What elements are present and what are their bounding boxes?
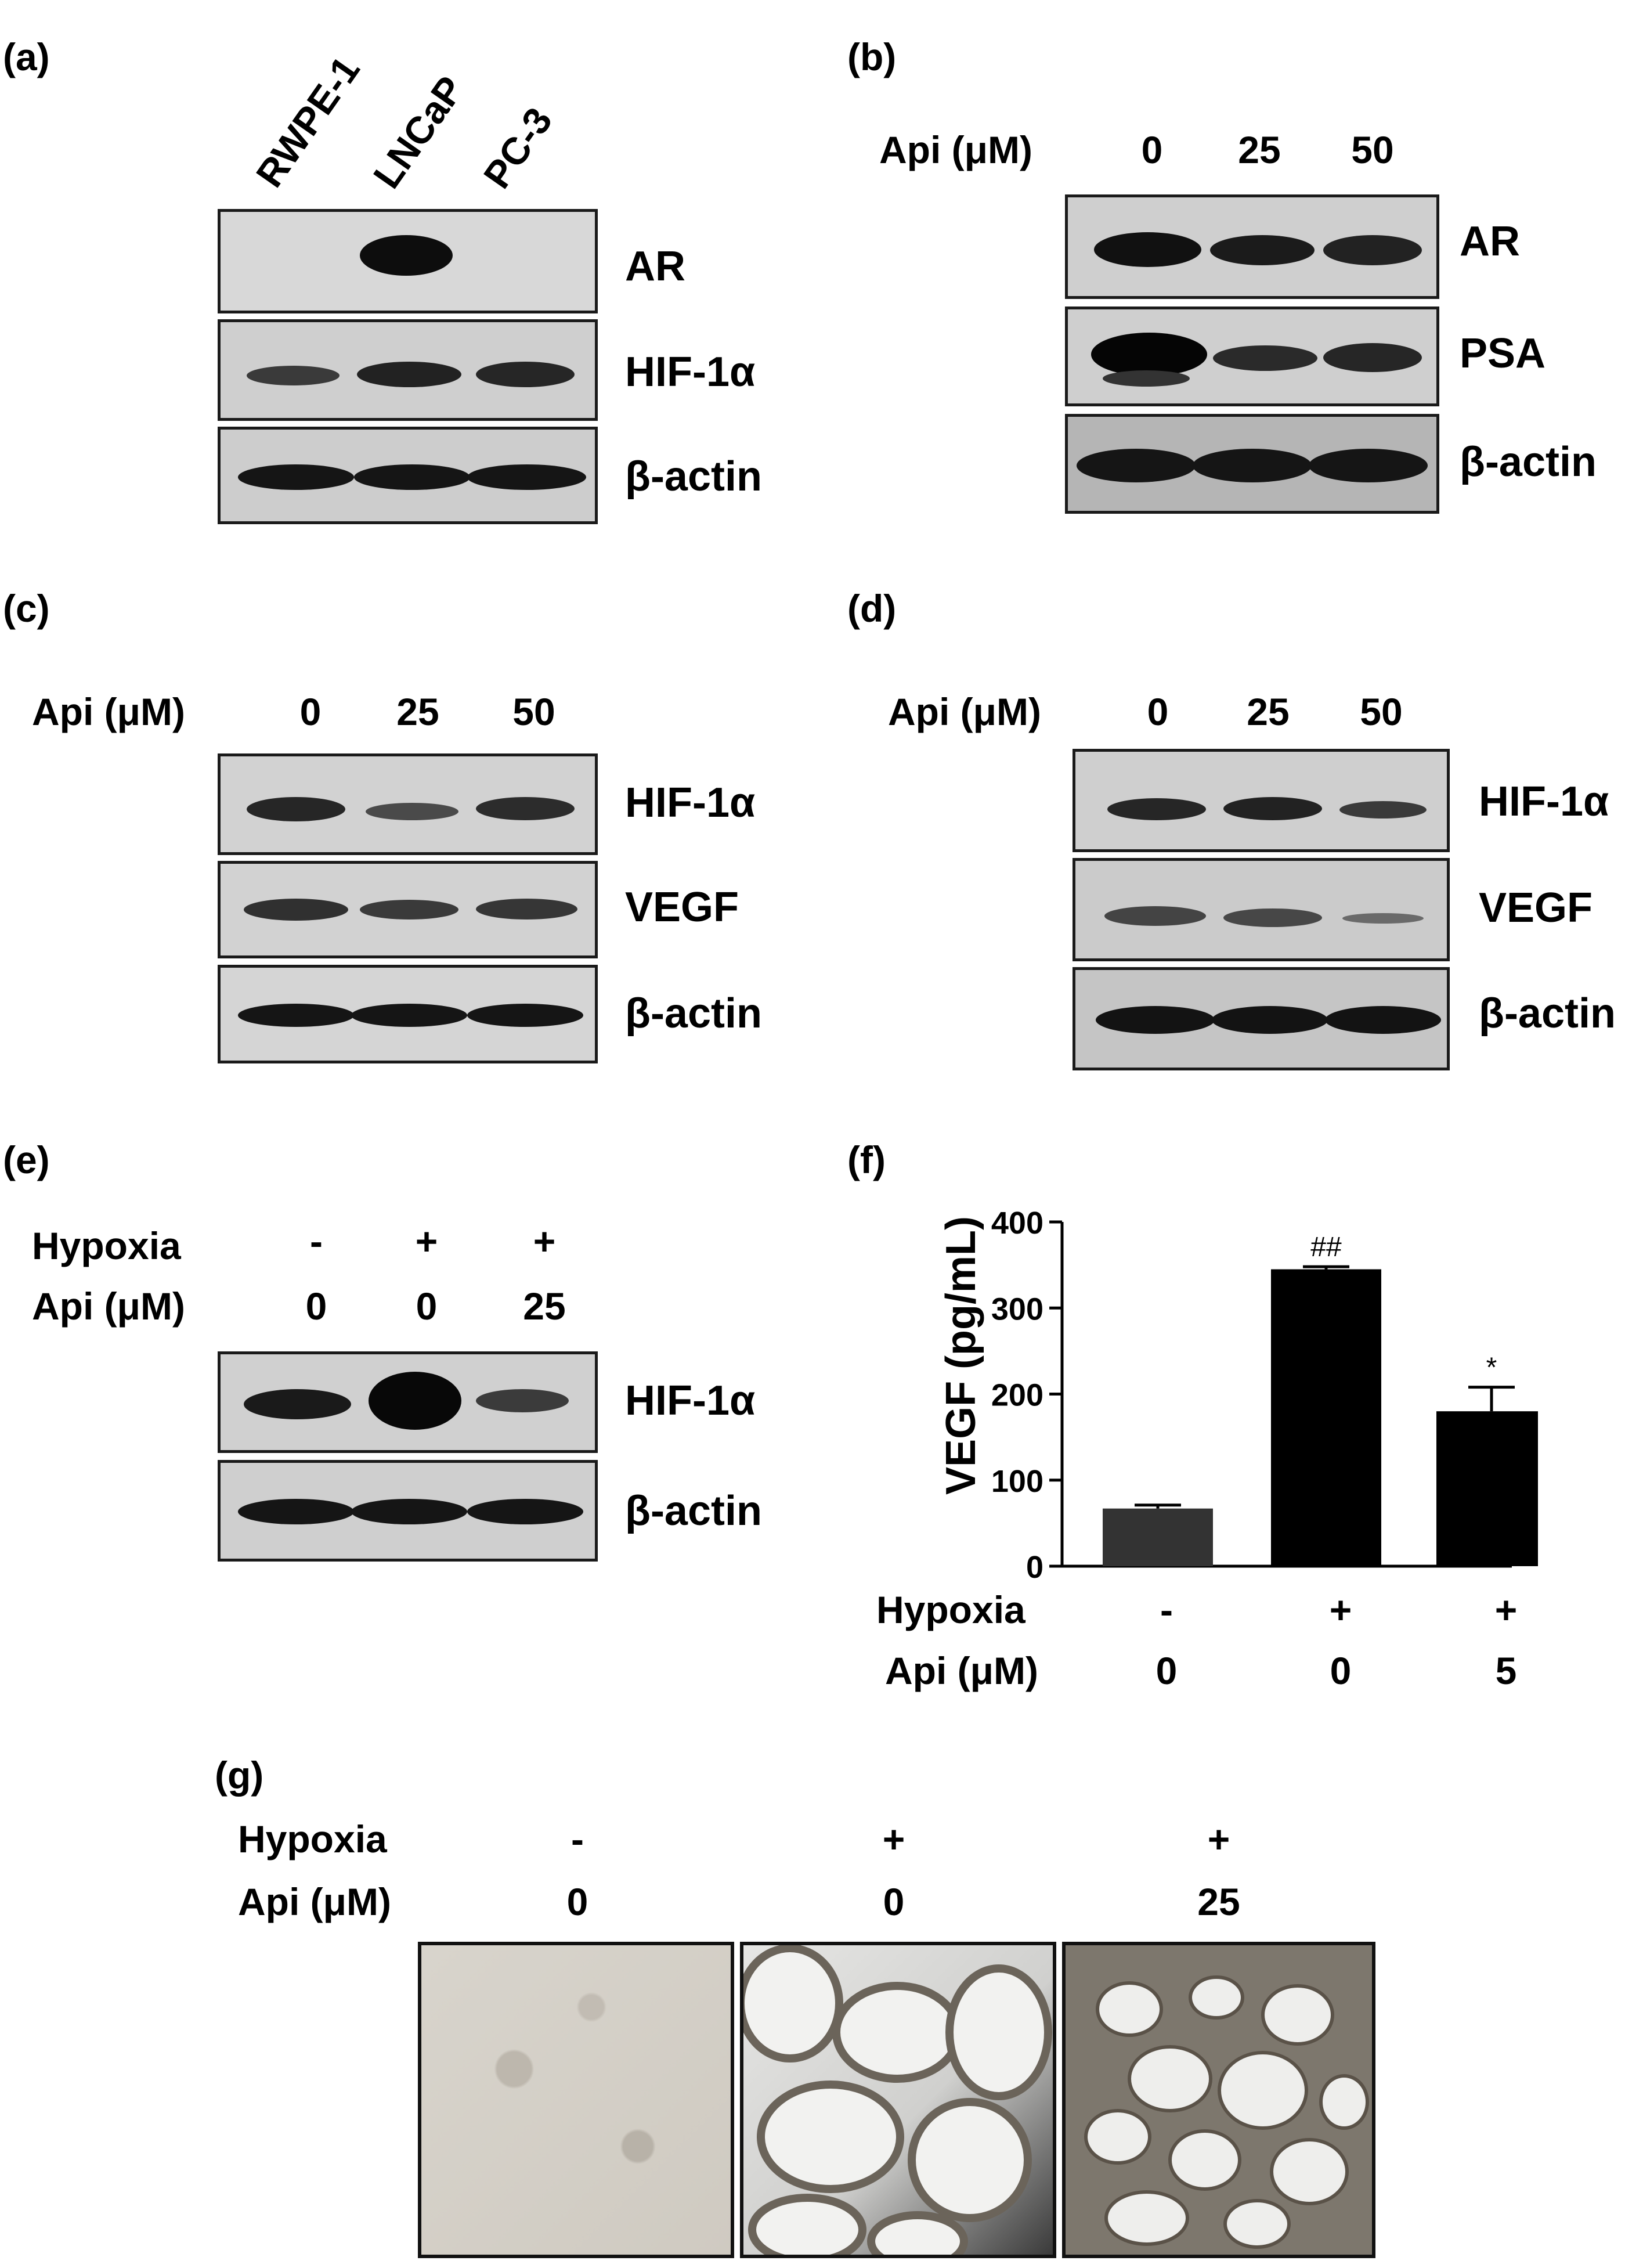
protein-label-b-1: AR: [1460, 218, 1520, 265]
dose-b-1: 0: [1141, 128, 1163, 171]
treatment-label-e: Api (μM): [32, 1285, 185, 1328]
hypoxia-e-2: +: [415, 1220, 438, 1263]
dose-g-3: 25: [1197, 1880, 1240, 1923]
dose-f-1: 0: [1155, 1649, 1178, 1692]
hypoxia-f-1: -: [1160, 1588, 1173, 1631]
protein-label-b-3: β-actin: [1460, 439, 1597, 485]
dose-f-2: 0: [1330, 1649, 1352, 1692]
chart-y-tick-label: 100: [991, 1464, 1043, 1499]
dose-b-2: 25: [1238, 128, 1281, 171]
panel-f-label: (f): [847, 1138, 886, 1181]
dose-e-2: 0: [416, 1285, 438, 1328]
chart-y-tick-label: 0: [1026, 1550, 1043, 1585]
vegf-bar-chart: VEGF (pg/mL) 0 100 200 300 400 ## *: [938, 1206, 1538, 1585]
protein-label-a-1: AR: [625, 243, 685, 290]
hypoxia-label-e: Hypoxia: [32, 1224, 181, 1267]
hypoxia-label-g: Hypoxia: [238, 1818, 387, 1860]
blot-c-hif: [218, 753, 598, 855]
dose-d-3: 50: [1360, 690, 1403, 733]
blot-c-actin: [218, 965, 598, 1063]
cell-line-label-1: RWPE-1: [247, 48, 368, 195]
dose-c-3: 50: [512, 690, 555, 733]
protein-label-c-2: VEGF: [625, 884, 739, 931]
hypoxia-f-3: +: [1494, 1588, 1518, 1631]
protein-label-c-1: HIF-1α: [625, 780, 756, 826]
protein-label-a-3: β-actin: [625, 453, 762, 500]
panel-g-label: (g): [215, 1754, 264, 1797]
treatment-label-b: Api (μM): [879, 128, 1032, 171]
chart-bar: [1271, 1269, 1381, 1566]
chart-significance-label: ##: [1310, 1232, 1342, 1263]
dose-b-3: 50: [1351, 128, 1394, 171]
blot-d-vegf: [1073, 858, 1450, 961]
hypoxia-e-1: -: [310, 1220, 323, 1263]
panel-e-label: (e): [3, 1138, 50, 1181]
dose-d-1: 0: [1147, 690, 1169, 733]
hypoxia-label-f: Hypoxia: [876, 1588, 1025, 1631]
treatment-label-c: Api (μM): [32, 690, 185, 733]
panel-a-label: (a): [3, 35, 50, 78]
hypoxia-f-2: +: [1329, 1588, 1352, 1631]
blot-a-ar: [218, 209, 598, 313]
chart-bar: [1103, 1508, 1213, 1566]
hypoxia-g-3: +: [1207, 1818, 1230, 1860]
cell-line-label-2: LNCaP: [364, 68, 472, 196]
blot-b-psa: [1065, 307, 1439, 406]
treatment-label-g: Api (μM): [238, 1880, 391, 1923]
protein-label-c-3: β-actin: [625, 990, 762, 1037]
dose-g-2: 0: [883, 1880, 905, 1923]
dose-c-2: 25: [396, 690, 439, 733]
chart-y-tick-label: 200: [991, 1378, 1043, 1413]
protein-label-d-2: VEGF: [1479, 885, 1593, 931]
hypoxia-g-1: -: [571, 1818, 584, 1860]
dose-c-1: 0: [299, 690, 322, 733]
protein-label-e-2: β-actin: [625, 1488, 762, 1534]
blot-e-hif: [218, 1351, 598, 1453]
micrograph-hypoxia: [740, 1942, 1056, 2258]
protein-label-d-3: β-actin: [1479, 990, 1616, 1037]
dose-f-3: 5: [1495, 1649, 1517, 1692]
panel-b-label: (b): [847, 35, 897, 78]
protein-label-e-1: HIF-1α: [625, 1378, 756, 1424]
hypoxia-g-2: +: [882, 1818, 905, 1860]
blot-b-actin: [1065, 414, 1439, 514]
dose-g-1: 0: [566, 1880, 588, 1923]
blot-e-actin: [218, 1460, 598, 1562]
blot-a-hif: [218, 319, 598, 421]
panel-d-label: (d): [847, 587, 897, 630]
protein-label-a-2: HIF-1α: [625, 349, 756, 395]
hypoxia-e-3: +: [533, 1220, 556, 1263]
dose-d-2: 25: [1247, 690, 1290, 733]
chart-y-axis-label: VEGF (pg/mL): [938, 1216, 984, 1495]
micrograph-hypoxia-api: [1062, 1942, 1375, 2258]
chart-y-tick-label: 300: [991, 1292, 1043, 1326]
micrograph-control: [418, 1942, 734, 2258]
chart-significance-label: *: [1486, 1353, 1497, 1383]
blot-d-actin: [1073, 967, 1450, 1070]
blot-b-ar: [1065, 194, 1439, 299]
blot-a-actin: [218, 427, 598, 524]
dose-e-3: 25: [523, 1285, 566, 1328]
chart-y-tick-label: 400: [991, 1206, 1043, 1241]
protein-label-b-2: PSA: [1460, 330, 1546, 377]
blot-d-hif: [1073, 749, 1450, 852]
cell-line-label-3: PC-3: [475, 99, 561, 196]
blot-c-vegf: [218, 861, 598, 958]
dose-e-1: 0: [305, 1285, 327, 1328]
protein-label-d-1: HIF-1α: [1479, 778, 1609, 825]
treatment-label-d: Api (μM): [888, 690, 1041, 733]
chart-bar: [1436, 1411, 1538, 1566]
panel-c-label: (c): [3, 587, 50, 630]
treatment-label-f: Api (μM): [885, 1649, 1038, 1692]
